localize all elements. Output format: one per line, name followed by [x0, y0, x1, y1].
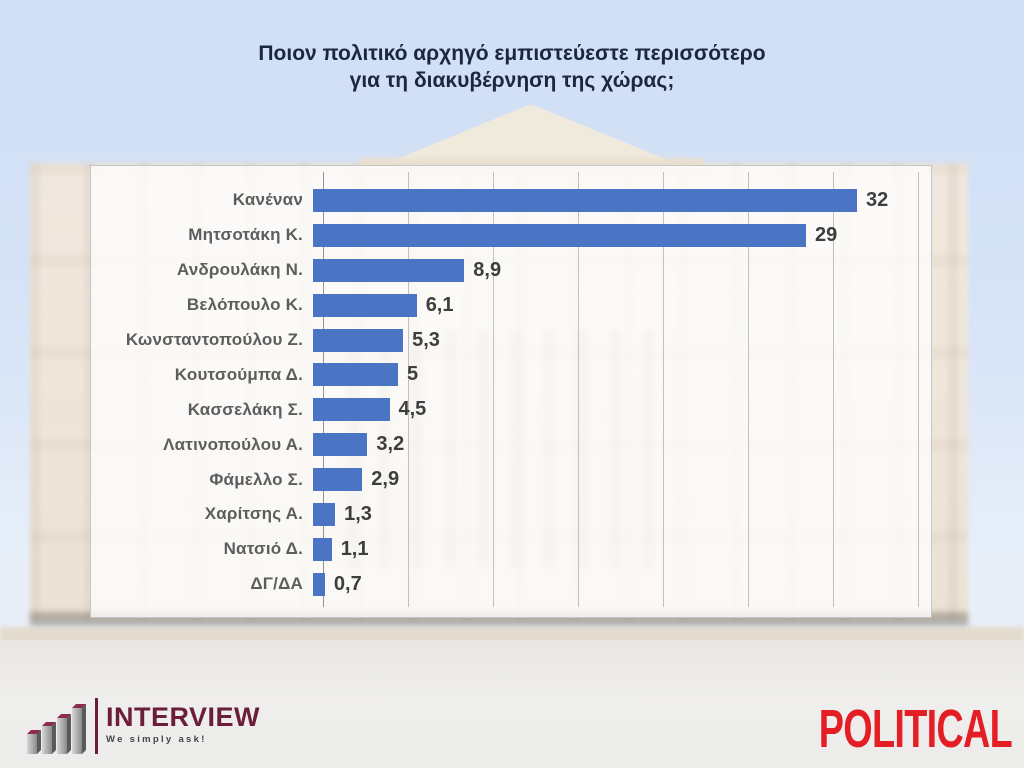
chart-title: Ποιον πολιτικό αρχηγό εμπιστεύεστε περισ…	[0, 40, 1024, 94]
bar-row: Βελόπουλο Κ. 6,1	[91, 288, 931, 323]
gridline	[578, 172, 579, 607]
bar-row: Κασσελάκη Σ. 4,5	[91, 392, 931, 427]
bar	[313, 398, 390, 422]
bar	[313, 502, 336, 526]
category-label: Κασσελάκη Σ.	[187, 399, 303, 419]
gridline	[918, 172, 919, 607]
interview-logo-separator	[95, 698, 98, 754]
gridline	[663, 172, 664, 607]
category-label: ΔΓ/ΔΑ	[250, 574, 303, 594]
category-label: Νατσιό Δ.	[223, 539, 303, 559]
value-label: 1,3	[344, 502, 372, 525]
bar	[313, 537, 332, 561]
bar-rows: Κανέναν 32 Μητσοτάκη Κ. 29 Ανδρουλάκη Ν. 8,9 Β…	[91, 183, 931, 602]
chart-title-line2: για τη διακυβέρνηση της χώρας;	[349, 69, 675, 92]
bar	[313, 223, 806, 247]
category-label: Λατινοπούλου Α.	[163, 434, 303, 454]
value-label: 8,9	[473, 258, 502, 281]
chart-panel: Κανέναν 32 Μητσοτάκη Κ. 29 Ανδρουλάκη Ν. 8,9 Β…	[90, 165, 932, 618]
bar-row: Ανδρουλάκη Ν. 8,9	[91, 253, 931, 288]
bar-row: Κωνσταντοπούλου Ζ. 5,3	[91, 323, 931, 358]
value-label: 0,7	[333, 572, 362, 595]
category-label: Μητσοτάκη Κ.	[188, 225, 303, 245]
value-label: 6,1	[425, 293, 454, 316]
category-label: Χαρίτσης Α.	[204, 504, 303, 524]
gridline	[748, 172, 749, 607]
category-label: Κωνσταντοπούλου Ζ.	[125, 330, 303, 349]
interview-logo: INTERVIEW We simply ask!	[27, 698, 260, 754]
value-label: 2,9	[371, 468, 400, 491]
gridline	[493, 172, 494, 607]
bar	[313, 258, 465, 282]
bar	[313, 433, 368, 457]
bar	[313, 188, 857, 212]
value-label: 32	[866, 188, 889, 211]
background-plaza	[0, 640, 1024, 768]
category-label: Βελόπουλο Κ.	[186, 295, 303, 315]
value-label: 4,5	[398, 398, 427, 421]
bar	[313, 363, 398, 387]
value-label: 3,2	[376, 433, 405, 456]
bar	[313, 328, 404, 352]
bar-row: Κουτσούμπα Δ. 5	[91, 357, 931, 392]
bar-row: Λατινοπούλου Α. 3,2	[91, 427, 931, 462]
political-wordmark: POLITICAL	[818, 699, 1013, 759]
category-label: Κουτσούμπα Δ.	[174, 364, 303, 384]
gridlines	[91, 166, 931, 617]
interview-wordmark: INTERVIEW	[106, 702, 261, 732]
ascending-3d-bars-icon	[27, 704, 86, 754]
bar-row: ΔΓ/ΔΑ 0,7	[91, 567, 931, 602]
bar	[313, 468, 363, 492]
bar-row: Μητσοτάκη Κ. 29	[91, 218, 931, 253]
bar-row: Κανέναν 32	[91, 183, 931, 218]
y-axis-line	[323, 172, 324, 607]
bar	[313, 293, 417, 317]
value-label: 1,1	[340, 537, 369, 560]
bar-row: Χαρίτσης Α. 1,3	[91, 497, 931, 532]
value-label: 5,3	[412, 328, 440, 351]
category-label: Κανέναν	[232, 190, 303, 210]
category-label: Φάμελλο Σ.	[209, 469, 303, 489]
interview-logo-text: INTERVIEW We simply ask!	[106, 698, 261, 746]
category-label: Ανδρουλάκη Ν.	[176, 260, 303, 280]
gridline	[408, 172, 409, 607]
bar	[313, 572, 325, 596]
interview-tagline: We simply ask!	[106, 734, 207, 745]
bar-row: Φάμελλο Σ. 2,9	[91, 462, 931, 497]
value-label: 5	[407, 363, 419, 386]
value-label: 29	[815, 223, 838, 246]
bar-row: Νατσιό Δ. 1,1	[91, 532, 931, 567]
gridline	[833, 172, 834, 607]
chart-title-line1: Ποιον πολιτικό αρχηγό εμπιστεύεστε περισ…	[258, 42, 766, 65]
